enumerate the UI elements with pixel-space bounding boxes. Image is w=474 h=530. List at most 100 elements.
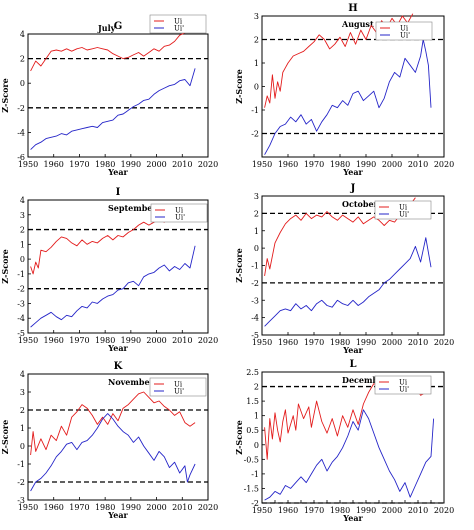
x-tick-label: 2020 xyxy=(198,336,218,345)
series-ui-prime-line xyxy=(264,237,432,327)
y-tick-label: 2 xyxy=(20,406,25,415)
x-tick-label: 2020 xyxy=(198,160,218,169)
x-tick-label: 1980 xyxy=(95,336,115,345)
y-axis-label: Z-Score xyxy=(234,69,244,103)
x-tick-label: 1950 xyxy=(18,160,38,169)
y-axis-label: Z-Score xyxy=(0,78,10,112)
x-tick-label: 1970 xyxy=(69,336,89,345)
x-tick-label: 1960 xyxy=(44,503,64,512)
x-axis-label: Year xyxy=(342,167,363,177)
y-tick-label: -2 xyxy=(251,499,259,508)
y-tick-label: -3 xyxy=(251,296,259,305)
x-tick-label: 1950 xyxy=(252,338,272,347)
panel-letter: J xyxy=(350,183,356,194)
plot-frame xyxy=(27,33,209,158)
y-tick-label: 0 xyxy=(254,83,259,92)
y-tick-label: -2 xyxy=(251,279,259,288)
y-tick-label: -4 xyxy=(17,128,25,137)
y-axis-label: Z-Score xyxy=(0,420,10,454)
panel-h: 1950 1960 1970 1980 1990 2000 2010 2020 -2 -1 0 1 2 3… xyxy=(234,3,454,177)
y-tick-label: -3 xyxy=(17,299,25,308)
y-tick-label: -1 xyxy=(17,270,25,279)
x-tick-label: 2020 xyxy=(198,503,218,512)
x-axis-label: Year xyxy=(107,343,128,353)
y-tick-label: 1 xyxy=(20,424,25,433)
x-axis-label: Year xyxy=(107,167,128,177)
y-tick-label: -5 xyxy=(17,329,25,338)
x-tick-label: 1960 xyxy=(278,160,298,169)
y-tick-label: 2 xyxy=(20,55,25,64)
panel-i: 1950 1960 1970 1980 1990 2000 2010 2020 -5 -4 -3 -2… xyxy=(0,187,218,353)
y-tick-label: 0 xyxy=(20,442,25,451)
panel-month: July xyxy=(97,23,116,33)
x-axis-label: Year xyxy=(342,513,363,523)
y-axis-label: Z-Score xyxy=(234,420,244,454)
y-tick-label: 0.5 xyxy=(246,426,259,435)
x-tick-label: 2010 xyxy=(172,503,192,512)
x-tick-label: 2000 xyxy=(382,506,402,515)
x-tick-label: 1970 xyxy=(69,503,89,512)
panel-letter: K xyxy=(114,361,123,372)
y-tick-label: -2 xyxy=(17,478,25,487)
y-axis-label: Z-Score xyxy=(234,248,244,282)
legend-label-ui: Ui xyxy=(400,25,409,33)
y-tick-label: 2 xyxy=(20,226,25,235)
legend-label-ui-prime: Ui' xyxy=(400,32,410,40)
series-ui-prime-line xyxy=(30,68,196,150)
panel-month: November xyxy=(108,377,155,387)
y-tick-label: 0 xyxy=(254,441,259,450)
y-axis-label: Z-Score xyxy=(0,249,10,283)
y-tick-label: 4 xyxy=(20,196,25,205)
y-tick-label: -4 xyxy=(17,314,25,323)
panel-k: 1950 1960 1970 1980 1990 2000 2010 2020 -3 -2 -1 0 1… xyxy=(0,361,218,520)
x-tick-label: 1950 xyxy=(252,160,272,169)
panel-letter: G xyxy=(114,21,123,32)
x-tick-label: 1990 xyxy=(121,503,141,512)
y-tick-label: -1.5 xyxy=(244,484,259,493)
x-tick-label: 1970 xyxy=(304,160,324,169)
y-tick-label: 1 xyxy=(254,59,259,68)
x-tick-label: 2000 xyxy=(146,336,166,345)
x-tick-label: 1980 xyxy=(95,503,115,512)
x-tick-label: 1980 xyxy=(330,160,350,169)
x-tick-label: 1990 xyxy=(356,338,376,347)
x-tick-label: 2000 xyxy=(382,160,402,169)
y-tick-label: 2 xyxy=(254,383,259,392)
x-tick-label: 2020 xyxy=(434,506,454,515)
y-tick-label: -2 xyxy=(251,130,259,139)
x-tick-label: 1990 xyxy=(356,506,376,515)
panel-g: 1950 1960 1970 1980 1990 2000 2010 2020 -6 -4 -2 0 2… xyxy=(0,14,218,177)
x-tick-label: 1970 xyxy=(304,506,324,515)
series-ui-prime-line xyxy=(30,413,196,492)
legend-label-ui-prime: Ui' xyxy=(174,388,184,396)
series-ui-line xyxy=(30,28,191,72)
x-tick-label: 1990 xyxy=(356,160,376,169)
plot-frame xyxy=(27,199,209,334)
y-tick-label: 3 xyxy=(20,211,25,220)
x-tick-label: 1990 xyxy=(121,336,141,345)
x-tick-label: 1980 xyxy=(330,506,350,515)
y-tick-label: -1 xyxy=(251,106,259,115)
x-tick-label: 1950 xyxy=(18,336,38,345)
x-tick-label: 2010 xyxy=(408,160,428,169)
x-axis-label: Year xyxy=(342,345,363,355)
y-tick-label: 3 xyxy=(254,12,259,21)
y-tick-label: -6 xyxy=(17,153,25,162)
legend-label-ui-prime: Ui' xyxy=(399,211,409,219)
legend-label-ui-prime: Ui' xyxy=(175,214,185,222)
y-tick-label: 4 xyxy=(20,370,25,379)
x-tick-label: 2000 xyxy=(146,503,166,512)
series-ui-prime-line xyxy=(264,409,435,501)
x-tick-label: 1960 xyxy=(44,160,64,169)
x-tick-label: 1990 xyxy=(121,160,141,169)
x-axis-label: Year xyxy=(107,510,128,520)
y-tick-label: 3 xyxy=(254,192,259,201)
y-tick-label: -4 xyxy=(251,314,259,323)
plot-frame xyxy=(27,373,209,501)
series-ui-line xyxy=(30,391,196,456)
y-tick-label: -0.5 xyxy=(244,455,259,464)
